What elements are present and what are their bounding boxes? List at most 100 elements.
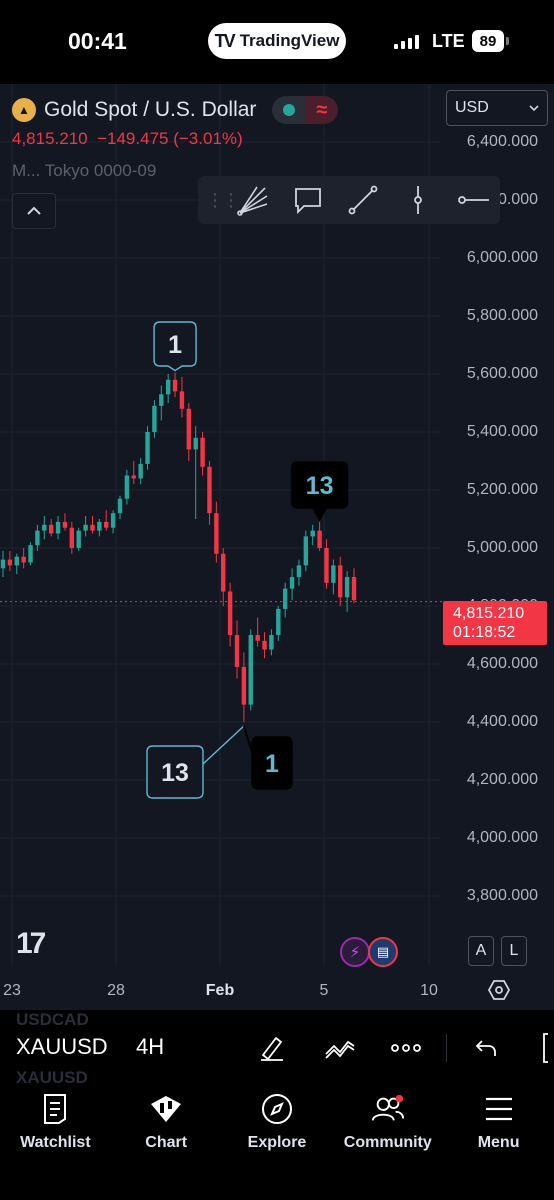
tab-community[interactable]: Community	[332, 1086, 443, 1200]
vertical-line-icon[interactable]	[390, 176, 445, 224]
x-tick-label: 28	[107, 982, 125, 999]
symbol-name[interactable]: Gold Spot / U.S. Dollar	[44, 98, 257, 121]
chart-settings-button[interactable]	[487, 978, 511, 1002]
tab-menu[interactable]: Menu	[443, 1086, 554, 1200]
indicators-icon[interactable]	[324, 1032, 356, 1064]
interval-button[interactable]: 4H	[136, 1034, 165, 1059]
candle-body	[269, 635, 274, 650]
scroll-ghost-symbol: XAUUSD	[16, 1068, 88, 1087]
undo-icon[interactable]	[470, 1032, 502, 1064]
x-tick-label: 5	[319, 982, 329, 999]
candle-body	[104, 521, 109, 528]
candle-body	[248, 635, 253, 705]
symbol-header[interactable]: ▲ Gold Spot / U.S. Dollar ≈	[12, 96, 339, 124]
price-change: −149.475	[97, 129, 169, 148]
y-tick-label: 6,000.000	[466, 249, 538, 266]
candle-body	[255, 635, 260, 641]
candle-body	[35, 530, 40, 546]
count-label	[153, 321, 197, 372]
horizontal-ray-icon[interactable]	[445, 176, 500, 224]
drawing-toolbar: ⋮⋮	[198, 176, 500, 224]
auto-scale-button[interactable]: A	[468, 936, 494, 966]
more-options-icon[interactable]	[390, 1032, 422, 1064]
drag-handle-icon[interactable]: ⋮⋮	[206, 189, 240, 210]
candle-body	[152, 405, 157, 432]
tradingview-pill[interactable]: TV TradingView	[208, 23, 346, 59]
fib-fan-icon[interactable]	[226, 176, 281, 224]
candle-body	[221, 553, 226, 592]
candle-body	[69, 527, 75, 548]
tab-watchlist[interactable]: Watchlist	[0, 1086, 111, 1200]
chart-area[interactable]: 1 13 13 1 ▲ Gold Spot / U.S. Dollar ≈ 4,815…	[0, 84, 554, 1010]
hexagon-settings-icon	[487, 980, 511, 1000]
candle-body	[159, 394, 164, 406]
chart-icon	[149, 1092, 183, 1126]
status-bar: 00:41 TV TradingView LTE 89	[0, 0, 554, 84]
status-time: 00:41	[68, 28, 127, 54]
candle-body	[21, 556, 26, 563]
toolbar-divider	[446, 1034, 447, 1062]
trend-line-icon[interactable]	[336, 176, 391, 224]
y-tick-label: 5,800.000	[466, 307, 538, 324]
y-tick-label: 6,400.000	[466, 133, 538, 150]
tab-chart[interactable]: Chart	[111, 1086, 222, 1200]
chevron-down-icon	[529, 105, 539, 112]
last-price: 4,815.210	[12, 129, 88, 148]
y-tick-label: 5,000.000	[466, 539, 538, 556]
candle-body	[338, 565, 343, 598]
tab-bar: Watchlist Chart Explore Community Menu	[0, 1086, 554, 1200]
collapse-legend-button[interactable]	[12, 193, 56, 229]
session-info: M... Tokyo 0000-09	[12, 161, 157, 180]
y-tick-label: 4,200.000	[466, 771, 538, 788]
candle-body	[317, 530, 322, 548]
candle-body	[42, 524, 47, 531]
candle-body	[282, 588, 288, 609]
price-chart[interactable]: 1 13 13 1	[0, 84, 554, 1010]
tab-explore[interactable]: Explore	[222, 1086, 333, 1200]
price-change-line: 4,815.210 −149.475 (−3.01%)	[12, 129, 243, 149]
drawing-tool-icon[interactable]	[256, 1032, 288, 1064]
count-label-text: 1	[265, 750, 279, 778]
currency-select[interactable]: USD	[446, 90, 548, 126]
gold-icon: ▲	[12, 98, 36, 122]
candle-body	[7, 559, 13, 566]
candle-body	[62, 521, 68, 528]
tab-label: Explore	[247, 1134, 307, 1151]
count-label-text: 1	[168, 331, 182, 359]
candle-body	[344, 577, 350, 598]
tab-label: Chart	[145, 1134, 188, 1151]
chevron-up-icon	[27, 206, 41, 215]
y-tick-label: 4,000.000	[466, 829, 538, 846]
y-tick-label: 3,800.000	[466, 887, 538, 904]
currency-value: USD	[455, 99, 489, 116]
candle-body	[186, 408, 192, 450]
us-flag-icon[interactable]: ▤	[368, 937, 398, 967]
x-tick-label: 10	[420, 982, 438, 999]
candle-body	[207, 466, 212, 514]
tradingview-pill-label: TradingView	[239, 31, 340, 50]
symbol-search-button[interactable]: XAUUSD	[16, 1034, 108, 1059]
candle-body	[172, 379, 178, 392]
watchlist-icon	[38, 1092, 72, 1126]
candle-body	[193, 437, 198, 450]
current-price-label: 4,815.210 01:18:52	[443, 601, 547, 645]
candle-body	[276, 608, 281, 635]
delayed-data-icon: ≈	[305, 96, 339, 124]
candle-body	[97, 521, 102, 531]
fullscreen-icon[interactable]	[530, 1032, 554, 1064]
y-tick-label: 5,200.000	[466, 481, 538, 498]
market-status-chip[interactable]: ≈	[272, 96, 339, 124]
candle-body	[138, 463, 143, 479]
lightning-icon[interactable]: ⚡	[340, 937, 370, 967]
candle-body	[351, 577, 357, 601]
callout-icon[interactable]	[281, 176, 336, 224]
x-tick-label: 23	[3, 982, 21, 999]
candle-body	[28, 545, 33, 563]
candle-body	[83, 524, 88, 531]
count-label	[146, 745, 204, 799]
y-tick-label: 4,400.000	[466, 713, 538, 730]
price-change-pct: (−3.01%)	[173, 129, 243, 148]
log-scale-button[interactable]: L	[501, 936, 527, 966]
battery-tip	[506, 37, 509, 45]
count-leader	[242, 725, 253, 753]
